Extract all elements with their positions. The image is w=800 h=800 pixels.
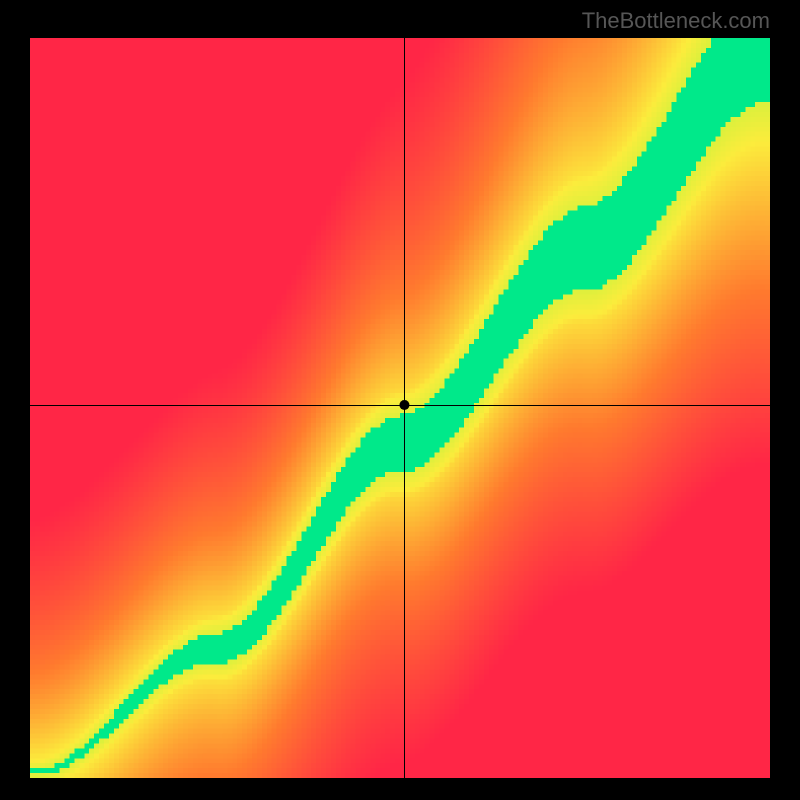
crosshair-overlay-canvas [30, 38, 770, 778]
chart-container: TheBottleneck.com [0, 0, 800, 800]
watermark-text: TheBottleneck.com [582, 8, 770, 34]
